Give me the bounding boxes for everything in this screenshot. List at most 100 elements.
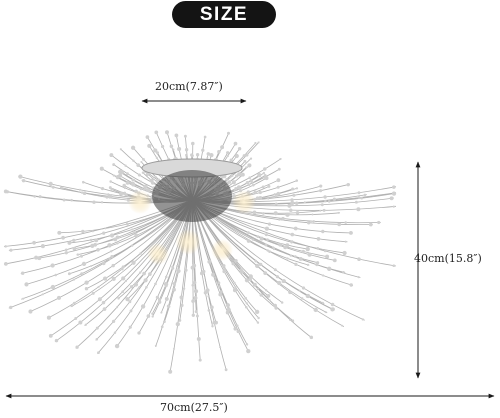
crystal-bead [229,158,233,162]
crystal-bead [294,255,297,258]
crystal-bead [309,335,314,340]
crystal-bead [154,344,157,347]
crystal-bead [248,176,252,180]
crystal-bead [322,274,325,277]
crystal-bead [191,141,195,146]
crystal-bead [109,233,115,238]
crystal-bead [143,187,147,191]
crystal-bead [91,230,94,233]
crystal-bead [72,301,76,305]
crystal-bead [206,152,211,156]
crystal-bead [111,263,115,268]
crystal-bead [312,220,315,223]
crystal-bead [160,311,163,314]
crystal-bead [115,306,119,309]
crystal-bead [259,236,264,241]
crystal-bead [160,325,164,329]
crystal-bead [344,240,347,243]
crystal-bead [100,201,104,204]
crystal-bead [108,186,112,190]
crystal-bead [121,276,126,281]
crystal-bead [295,211,300,215]
crystal-bead [110,254,114,259]
crystal-bead [203,291,208,295]
crystal-bead [307,221,311,225]
crystal-bead [100,187,105,191]
crystal-bead [258,190,262,195]
crystal-bead [253,190,258,194]
crystal-bead [248,274,253,279]
crystal-bead [91,291,95,295]
crystal-bead [201,269,206,274]
crystal-bead [105,196,109,199]
crystal-bead [165,130,169,135]
crystal-bead [67,241,72,245]
crystal-bead [252,210,257,215]
crystal-bead [392,264,396,268]
crystal-bead [276,191,281,196]
crystal-bead [64,248,68,252]
crystal-bead [74,317,78,320]
crystal-bead [306,293,311,299]
crystal-bead [109,180,112,183]
crystal-bead [218,292,223,297]
crystal-bead [275,275,279,279]
crystal-bead [168,369,173,374]
crystal-bead [171,265,175,269]
crystal-bead [392,205,395,208]
crystal-bead [32,240,36,245]
crystal-bead [177,146,182,152]
crystal-bead [48,333,53,338]
crystal-bead [236,324,239,327]
crystal-bead [290,198,294,202]
crystal-bead [214,320,218,325]
crystal-bead [264,243,268,247]
crystal-bead [54,338,59,343]
crystal-bead [293,226,298,231]
crystal-bead [22,297,25,300]
crystal-bead [172,287,176,292]
crystal-bead [252,238,255,241]
crystal-bead [281,216,285,221]
crystal-bead [4,245,7,248]
bulb-glow-5 [211,239,233,261]
crystal-bead [144,185,148,189]
crystal-bead [311,213,314,216]
crystal-bead [143,278,148,283]
crystal-bead [119,148,122,151]
crystal-bead [172,347,176,350]
crystal-rod [191,199,227,372]
crystal-bead [316,237,321,241]
crystal-bead [217,149,221,154]
crystal-bead [179,295,184,300]
crystal-bead [196,337,201,341]
crystal-bead [268,250,271,253]
crystal-bead [274,306,278,310]
crystal-bead [357,191,361,195]
dimension-lines [5,98,495,399]
crystal-bead [48,181,53,187]
crystal-bead [119,191,124,196]
crystal-bead [300,297,304,300]
crystal-bead [236,329,241,334]
crystal-bead [291,319,295,322]
crystal-bead [76,253,80,256]
crystal-bead [346,183,350,187]
crystal-bead [153,148,158,153]
crystal-bead [109,153,114,158]
crystal-bead [222,264,226,268]
crystal-bead [332,258,337,263]
crystal-bead [137,173,141,177]
crystal-bead [295,179,298,182]
crystal-bead [225,303,230,308]
crystal-bead [50,263,55,268]
crystal-bead [324,311,327,314]
crystal-bead [321,301,324,305]
crystal-bead [84,286,89,291]
crystal-bead [155,180,159,183]
crystal-bead [9,305,13,310]
crystal-bead [230,174,234,177]
crystal-bead [274,194,278,198]
crystal-bead [239,268,244,273]
crystal-bead [245,306,248,309]
